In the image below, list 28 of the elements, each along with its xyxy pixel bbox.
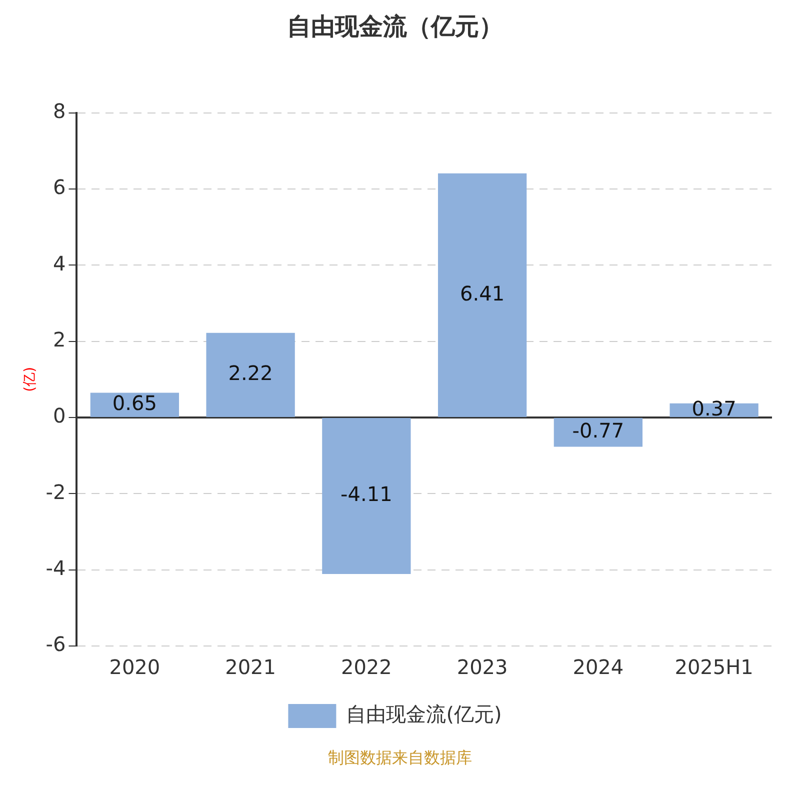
x-tick-label: 2021: [225, 655, 276, 680]
y-tick-label: 2: [53, 328, 66, 352]
x-tick-label: 2022: [340, 655, 392, 680]
x-tick-label: 2024: [572, 655, 624, 680]
data-label: 0.65: [112, 391, 157, 416]
y-tick-label: -6: [46, 632, 66, 656]
chart-title: 自由现金流（亿元）: [287, 12, 503, 41]
data-label: 2.22: [228, 361, 273, 386]
x-tick-label: 2020: [109, 655, 160, 680]
bar: [554, 418, 643, 447]
y-tick-label: 6: [53, 175, 66, 200]
text: 制图数据来自数据库: [327, 748, 473, 769]
y-tick-label: 0: [53, 404, 66, 428]
y-tick-label: -4: [46, 556, 66, 580]
y-tick-label: 4: [53, 251, 66, 276]
bar: [438, 173, 527, 417]
y-tick-label: -2: [46, 480, 66, 504]
data-label: 0.37: [692, 396, 736, 420]
data-label: -0.77: [572, 418, 624, 443]
data-label: -4.11: [340, 482, 392, 506]
x-tick-label: 2025H1: [674, 655, 754, 680]
data-label: 6.41: [460, 281, 505, 306]
y-axis-title: (亿): [22, 366, 38, 392]
bar: [322, 418, 411, 574]
y-tick-label: 8: [53, 99, 66, 124]
legend-label: 自由现金流(亿元): [346, 702, 502, 726]
bar: [206, 332, 295, 417]
x-tick-label: 2023: [456, 655, 508, 680]
